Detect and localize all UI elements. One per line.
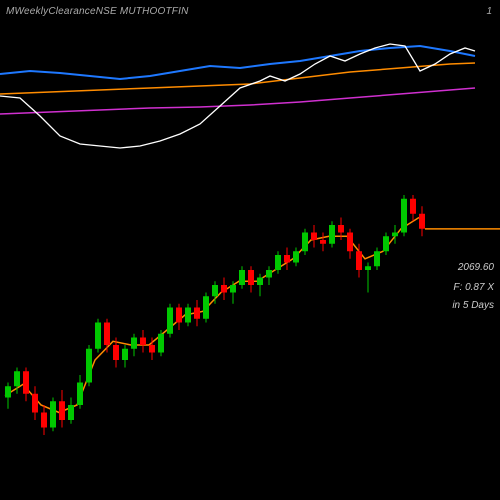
moving-average-line [5,218,419,413]
candle-body [77,383,83,406]
candle-body [140,338,146,346]
candle-body [410,199,416,214]
candle-body [221,285,227,293]
candle-body [95,323,101,349]
candle-body [338,225,344,233]
candle-body [365,266,371,270]
candle-body [176,308,182,323]
candle-body [14,371,20,386]
header-indicator: 1 [486,6,492,17]
candle-body [68,405,74,420]
candle-body [401,199,407,233]
indicator-line-white [0,44,475,148]
candle-body [104,323,110,346]
candle-body [275,255,281,270]
candle-body [32,394,38,413]
candle-body [50,401,56,427]
candle-body [284,255,290,263]
candle-body [257,278,263,286]
candle-body [203,296,209,319]
candle-body [311,233,317,241]
indicator-panel [0,26,500,166]
candle-body [131,338,137,349]
candle-body [41,413,47,428]
candle-body [149,345,155,353]
candle-body [122,349,128,360]
ticker-title: MWeeklyClearanceNSE MUTHOOTFIN [6,6,189,17]
candle-body [5,386,11,397]
candle-body [230,285,236,293]
candle-body [23,371,29,394]
candle-body [293,251,299,262]
candle-body [212,285,218,296]
candle-body [302,233,308,252]
candle-body [347,233,353,252]
candle-body [185,308,191,323]
candle-body [194,308,200,319]
candle-body [383,236,389,251]
candle-body [239,270,245,285]
price-value-label: 2069.60 [458,262,494,273]
chart-header: MWeeklyClearanceNSE MUTHOOTFIN 1 [0,6,500,26]
candle-body [167,308,173,334]
candle-body [113,345,119,360]
factor-label: F: 0.87 X [453,282,494,293]
price-panel [0,180,500,480]
indicator-line-blue [0,46,475,79]
candle-body [392,233,398,237]
candle-body [59,401,65,420]
candle-body [320,240,326,244]
candle-body [86,349,92,383]
days-label: in 5 Days [452,300,494,311]
candle-body [374,251,380,266]
candle-body [158,334,164,353]
candle-body [329,225,335,244]
candle-body [266,270,272,278]
candle-body [419,214,425,229]
candle-body [356,251,362,270]
candle-body [248,270,254,285]
